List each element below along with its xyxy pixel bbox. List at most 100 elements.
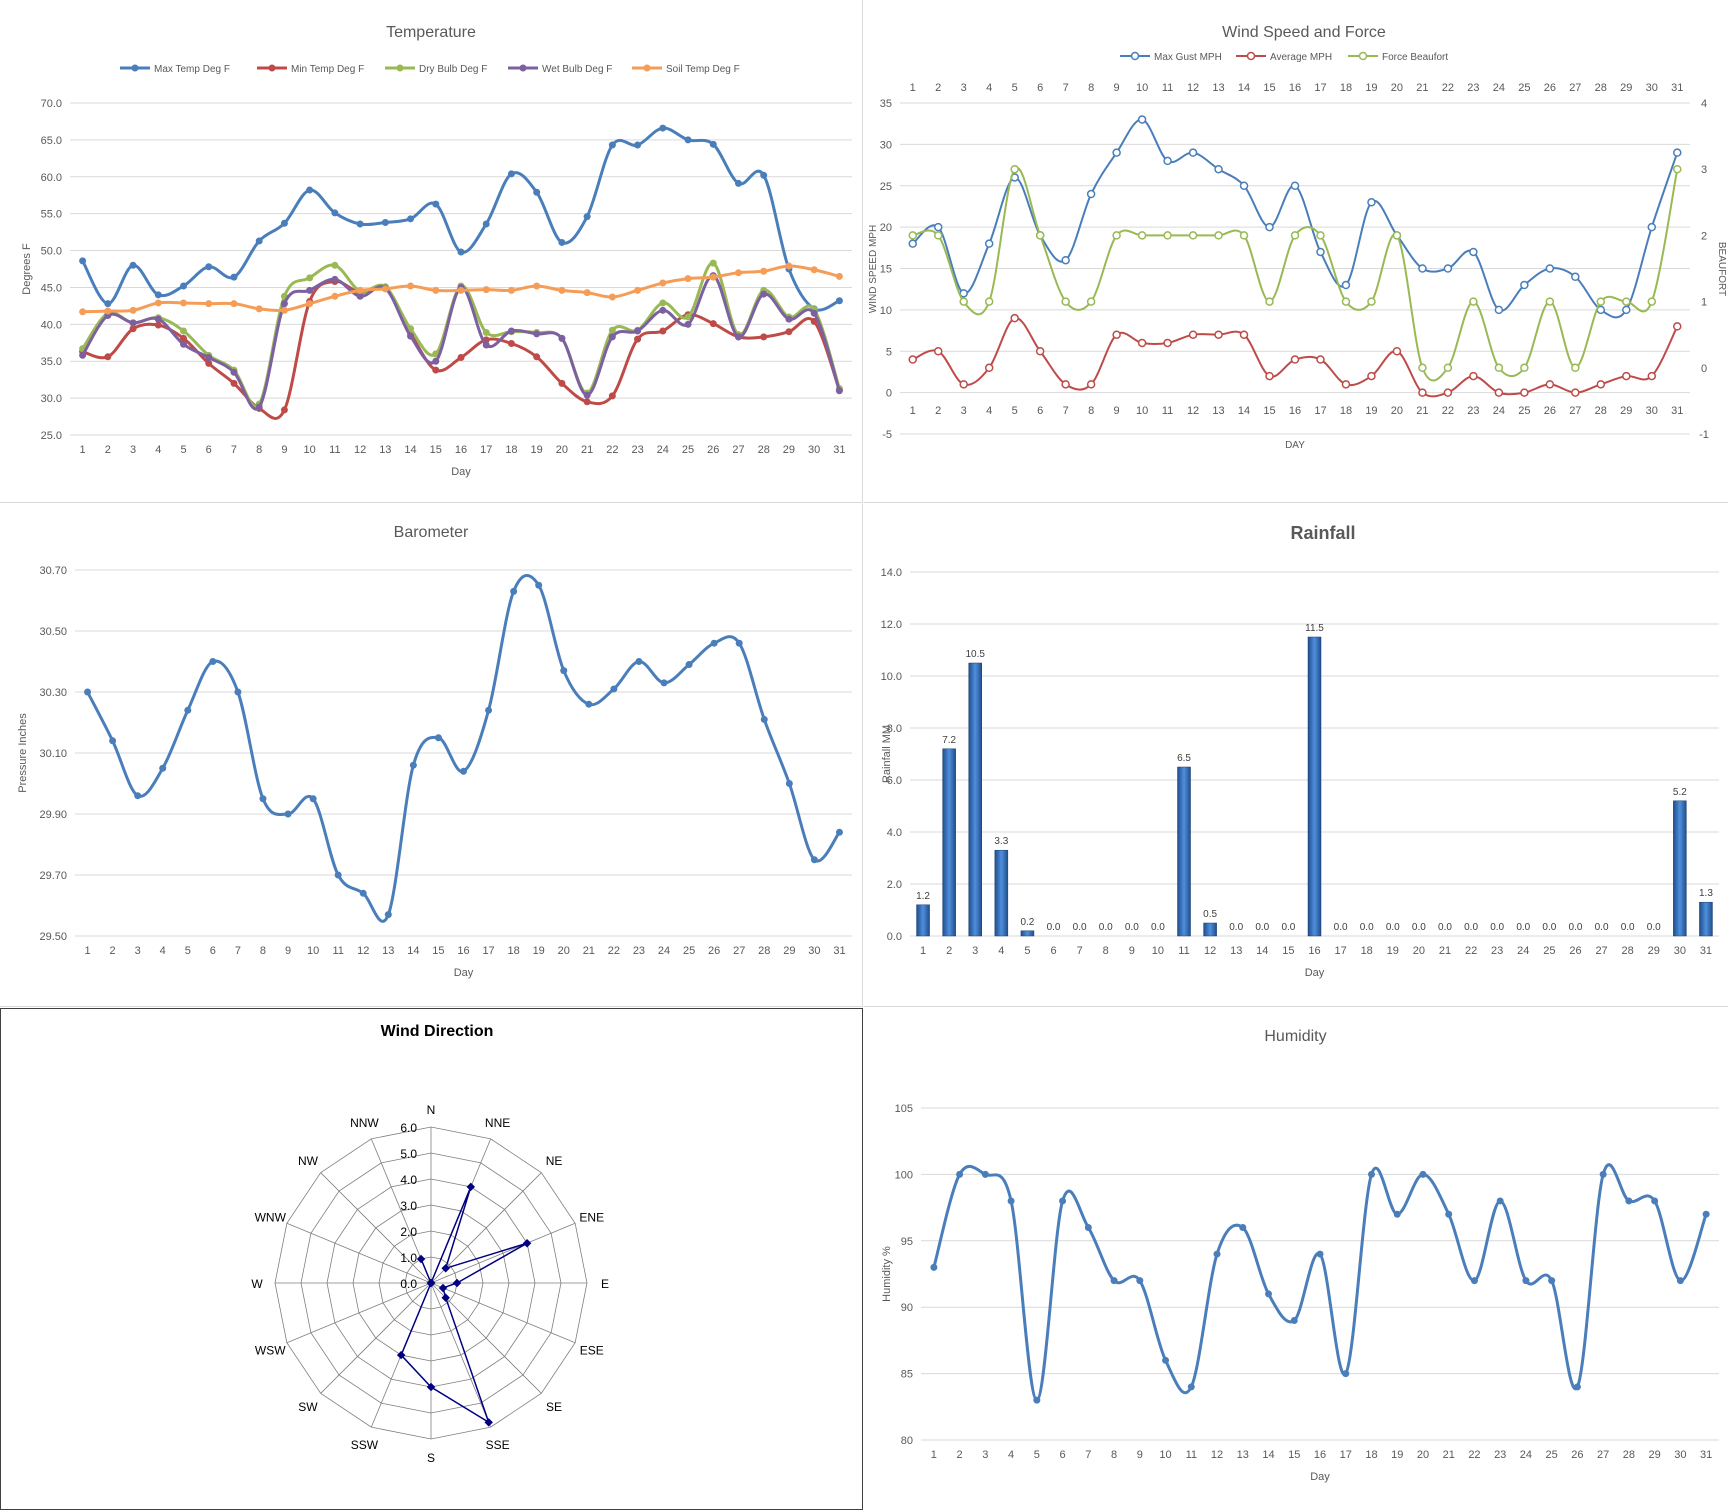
x-tick-label: 19: [531, 444, 543, 456]
data-point: [634, 141, 642, 149]
x-tick-label: 25: [682, 444, 694, 456]
x-tick-label-top: 14: [1238, 82, 1250, 94]
x-tick-label: 9: [281, 444, 287, 456]
data-point: [785, 262, 793, 270]
data-point: [1214, 231, 1223, 240]
data-point: [1418, 363, 1427, 373]
data-point: [608, 392, 616, 400]
direction-label: W: [251, 1277, 263, 1291]
bar-data-label: 0.0: [1595, 922, 1609, 933]
chart-title: Humidity: [1264, 1028, 1326, 1045]
x-tick-label: 3: [961, 405, 967, 417]
x-tick-label-top: 11: [1162, 82, 1173, 94]
rain-bar: [1673, 800, 1687, 937]
data-point: [785, 328, 793, 336]
x-tick-label-top: 16: [1289, 82, 1301, 94]
data-point: [1239, 181, 1249, 190]
bar-data-label: 0.0: [1516, 922, 1530, 933]
bar-data-label: 0.0: [1569, 922, 1583, 933]
y-tick-label: 8.0: [887, 723, 902, 735]
legend-marker: [396, 64, 404, 72]
data-point: [1625, 1197, 1633, 1205]
y-tick-label: 29.90: [39, 809, 67, 821]
data-point: [959, 297, 968, 306]
x-tick-label: 18: [505, 444, 517, 456]
data-point: [608, 141, 616, 149]
data-point: [1622, 371, 1631, 381]
data-point: [760, 333, 768, 341]
data-point: [1393, 1210, 1401, 1218]
y-tick-label: 30.0: [41, 393, 62, 405]
radar-point: [426, 1382, 436, 1392]
data-point: [180, 299, 188, 307]
bar-data-label: 0.0: [1647, 922, 1661, 933]
data-point: [760, 290, 768, 298]
data-point: [660, 679, 668, 687]
y-axis-title: Degrees F: [21, 243, 33, 295]
x-tick-label: 8: [1111, 1449, 1117, 1461]
x-tick-label: 10: [307, 945, 319, 957]
x-axis-title: Day: [1305, 967, 1325, 979]
series-line: [912, 118, 1679, 319]
x-tick-label: 5: [1034, 1449, 1040, 1461]
data-point: [1469, 297, 1478, 306]
radar-point: [441, 1264, 450, 1273]
radar-spoke: [320, 1172, 432, 1284]
x-tick-label: 2: [935, 405, 941, 417]
radar-spoke: [320, 1282, 432, 1394]
y-tick-label: 4.0: [887, 827, 902, 839]
x-tick-label: 21: [1416, 405, 1428, 417]
radar-point: [441, 1293, 450, 1302]
x-tick-label: 14: [1262, 1449, 1274, 1461]
data-point: [230, 379, 238, 387]
data-point: [154, 315, 162, 323]
data-point: [1112, 148, 1121, 157]
x-tick-label-top: 31: [1671, 82, 1683, 94]
x-tick-label: 15: [1282, 945, 1294, 957]
data-point: [760, 267, 768, 275]
x-tick-label-top: 20: [1391, 82, 1403, 94]
x-tick-label-top: 13: [1212, 82, 1224, 94]
data-point: [558, 334, 566, 342]
data-point: [109, 737, 117, 745]
x-tick-label: 21: [583, 945, 595, 957]
x-tick-label: 11: [1162, 405, 1173, 417]
r-tick-label: 2.0: [400, 1225, 417, 1239]
bar-data-label: 0.0: [1490, 922, 1504, 933]
legend-marker: [643, 64, 651, 72]
x-tick-label: 15: [1263, 405, 1275, 417]
data-point: [659, 299, 667, 307]
x-tick-label: 30: [1674, 1449, 1686, 1461]
legend-marker: [519, 64, 527, 72]
radar-spoke: [286, 1282, 432, 1344]
direction-label: SSE: [486, 1438, 510, 1452]
data-point: [129, 319, 137, 327]
data-point: [457, 354, 465, 362]
radar-spoke: [430, 1282, 542, 1394]
data-point: [1522, 1277, 1530, 1285]
data-point: [659, 279, 667, 287]
direction-label: ESE: [580, 1344, 604, 1358]
y-axis-title: WIND SPEED MPH: [868, 225, 879, 313]
y-tick-label: 2.0: [887, 879, 902, 891]
x-tick-label: 26: [1544, 405, 1556, 417]
bar-data-label: 0.0: [1073, 922, 1087, 933]
data-point: [1622, 297, 1631, 306]
data-point: [180, 282, 188, 290]
data-point: [1443, 388, 1453, 397]
data-point: [209, 658, 217, 665]
x-tick-label: 3: [972, 945, 978, 957]
x-tick-label: 14: [1238, 405, 1250, 417]
data-point: [735, 639, 743, 647]
data-point: [1033, 1396, 1041, 1404]
radar-spoke: [430, 1282, 492, 1428]
legend-marker: [268, 64, 276, 72]
rain-bar: [942, 748, 956, 937]
bar-data-label: 0.0: [1229, 922, 1243, 933]
x-tick-label-top: 5: [1012, 82, 1018, 94]
data-point: [154, 299, 162, 307]
data-point: [709, 140, 717, 148]
x-tick-label: 28: [758, 444, 770, 456]
data-point: [306, 286, 314, 294]
